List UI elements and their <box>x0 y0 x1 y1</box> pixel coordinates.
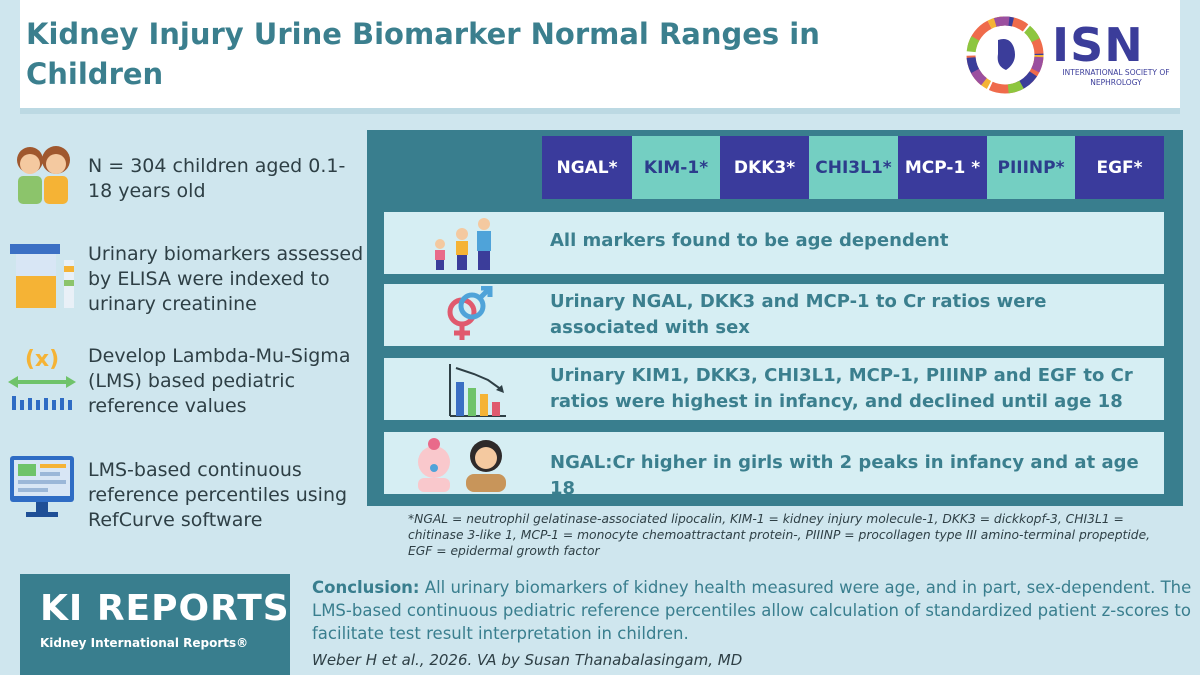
biomarker-tag-piiinp: PIIINP* <box>987 136 1075 199</box>
isn-logo-icon <box>966 16 1044 94</box>
header-divider <box>20 108 1180 114</box>
finding-row-infancy: Urinary KIM1, DKK3, CHI3L1, MCP-1, PIIIN… <box>384 358 1164 420</box>
isn-logo-subtitle: INTERNATIONAL SOCIETY OF NEPHROLOGY <box>1062 68 1170 87</box>
finding-row-sex: Urinary NGAL, DKK3 and MCP-1 to Cr ratio… <box>384 284 1164 346</box>
sex-symbol-icon <box>447 286 493 340</box>
left-item-text: LMS-based continuous reference percentil… <box>88 459 348 531</box>
biomarker-tag-dkk3: DKK3* <box>720 136 809 199</box>
urine-sample-icon <box>10 244 74 308</box>
biomarker-tag-ngal: NGAL* <box>542 136 632 199</box>
finding-text: NGAL:Cr higher in girls with 2 peaks in … <box>550 452 1139 499</box>
page-title: Kidney Injury Urine Biomarker Normal Ran… <box>26 17 820 91</box>
journal-full-name: Kidney International Reports® <box>40 636 249 650</box>
biomarker-tag-kim1: KIM-1* <box>632 136 720 199</box>
left-item-text: Develop Lambda-Mu-Sigma (LMS) based pedi… <box>88 345 351 417</box>
svg-text:(x): (x) <box>25 347 59 372</box>
family-age-icon <box>435 218 491 270</box>
conclusion-text: All urinary biomarkers of kidney health … <box>312 578 1192 643</box>
left-item-text: N = 304 children aged 0.1-18 years old <box>88 155 346 202</box>
conclusion-label: Conclusion: <box>312 578 420 597</box>
computer-software-icon <box>10 456 74 517</box>
finding-row-age: All markers found to be age dependent <box>384 212 1164 274</box>
citation: Weber H et al., 2026. VA by Susan Thanab… <box>312 651 743 669</box>
declining-bar-chart-icon <box>449 364 506 417</box>
children-icon <box>17 146 70 204</box>
header <box>20 0 1180 110</box>
finding-text: All markers found to be age dependent <box>550 230 949 251</box>
lambda-mu-sigma-icon: (x) <box>8 347 76 410</box>
journal-logo-text: KI REPORTS <box>40 588 290 629</box>
finding-text: Urinary NGAL, DKK3 and MCP-1 to Cr ratio… <box>550 291 1047 338</box>
biomarker-tag-chi3l1: CHI3L1* <box>809 136 898 199</box>
biomarker-tag-egf: EGF* <box>1075 136 1164 199</box>
finding-row-girls: NGAL:Cr higher in girls with 2 peaks in … <box>384 432 1164 499</box>
baby-and-girl-icon <box>418 438 506 492</box>
conclusion: Conclusion: All urinary biomarkers of ki… <box>312 576 1192 645</box>
journal-badge: KI REPORTS Kidney International Reports® <box>20 574 290 675</box>
biomarker-tag-mcp1: MCP-1 * <box>898 136 987 199</box>
abbreviation-footnote: *NGAL = neutrophil gelatinase-associated… <box>408 512 1151 558</box>
isn-logo-text: ISN <box>1052 18 1144 72</box>
finding-text: Urinary KIM1, DKK3, CHI3L1, MCP-1, PIIIN… <box>550 365 1133 412</box>
left-item-text: Urinary biomarkers assessed by ELISA wer… <box>88 243 364 315</box>
